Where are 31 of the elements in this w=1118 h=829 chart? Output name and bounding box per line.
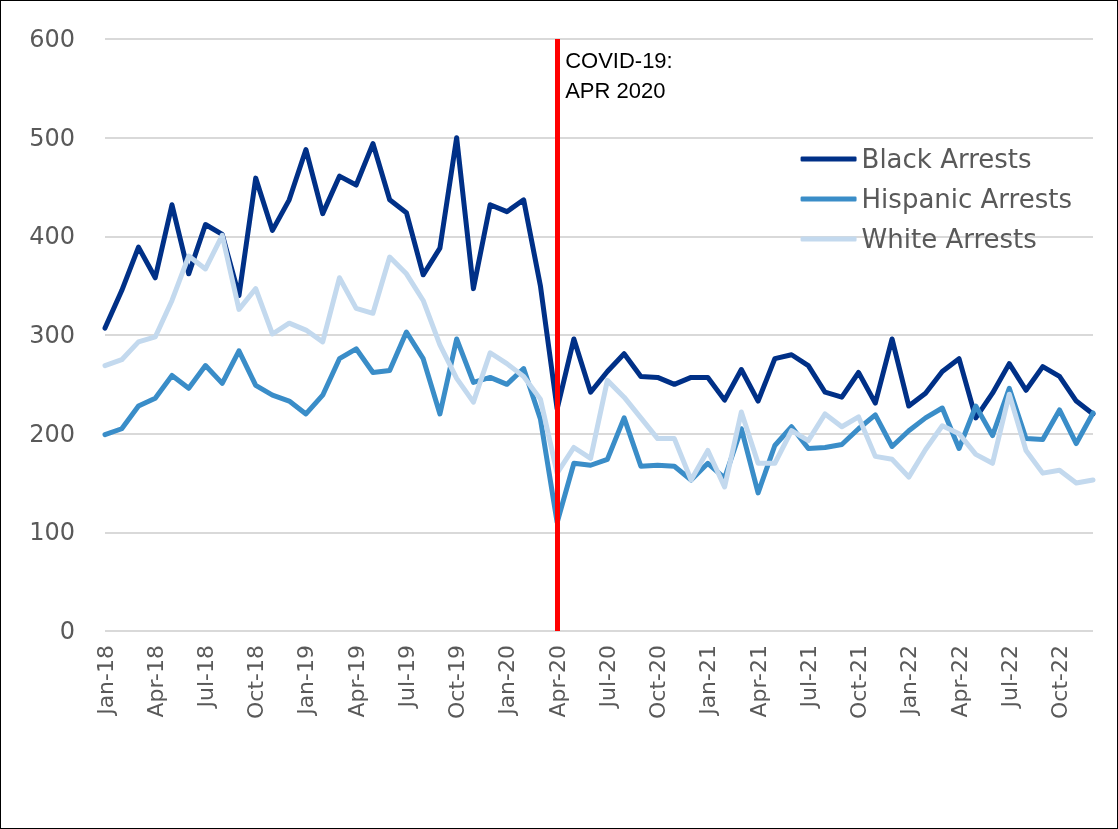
x-tick-label: Jan-19: [293, 645, 319, 717]
x-tick-label: Jan-22: [896, 645, 922, 717]
ref-line-label: COVID-19: APR 2020: [565, 47, 673, 103]
y-tick-label: 200: [29, 419, 75, 448]
legend-label: Hispanic Arrests: [861, 184, 1072, 214]
x-tick-label: Oct-18: [243, 645, 269, 719]
x-tick-label: Jan-20: [494, 645, 520, 717]
x-tick-label: Jul-19: [393, 645, 419, 710]
y-tick-label: 400: [29, 222, 75, 251]
legend-label: White Arrests: [861, 224, 1037, 254]
x-tick-label: Jan-18: [92, 645, 118, 717]
x-tick-label: Jul-22: [996, 645, 1022, 710]
x-tick-label: Jul-18: [192, 645, 218, 710]
y-tick-label: 500: [29, 123, 75, 152]
x-tick-label: Apr-18: [142, 645, 168, 718]
y-tick-label: 300: [29, 321, 75, 349]
x-tick-label: Oct-19: [444, 645, 470, 719]
x-tick-label: Apr-21: [745, 645, 771, 718]
y-tick-label: 0: [59, 617, 75, 645]
x-tick-label: Oct-20: [645, 645, 671, 719]
x-tick-label: Apr-22: [946, 645, 972, 718]
x-tick-label: Apr-19: [343, 645, 369, 718]
x-tick-label: Oct-22: [1047, 645, 1073, 719]
x-tick-label: Oct-21: [846, 645, 872, 719]
x-tick-label: Apr-20: [544, 645, 570, 718]
x-tick-label: Jan-21: [695, 645, 721, 717]
legend-label: Black Arrests: [861, 144, 1032, 174]
y-tick-label: 100: [29, 518, 75, 547]
x-tick-label: Jul-21: [795, 645, 821, 710]
x-tick-label: Jul-20: [594, 645, 620, 710]
y-tick-label: 600: [29, 25, 75, 53]
